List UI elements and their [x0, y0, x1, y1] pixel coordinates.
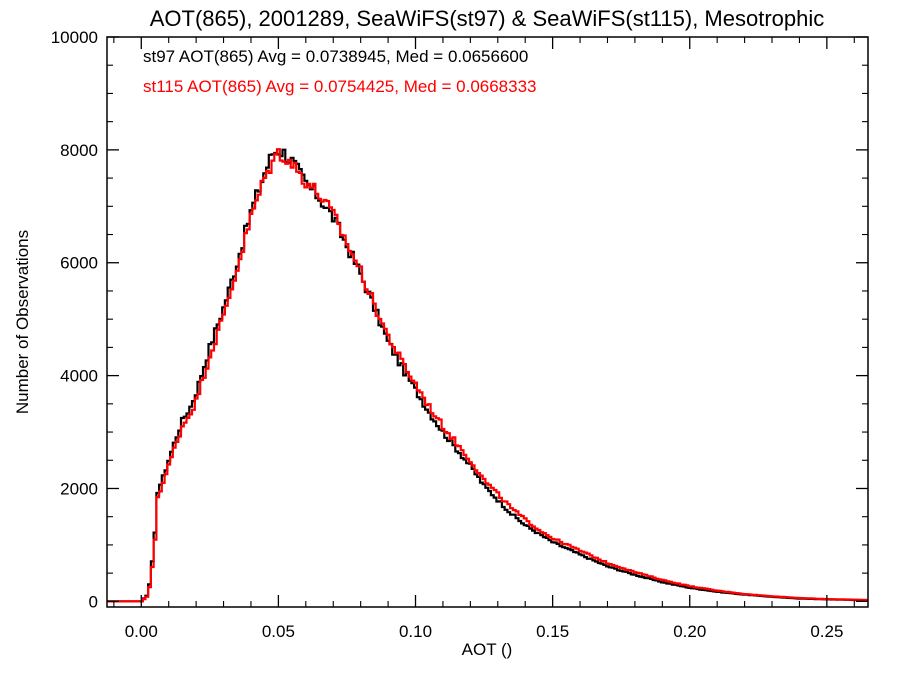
y-tick-label: 2000 — [60, 479, 98, 498]
y-tick-label: 10000 — [51, 28, 98, 47]
x-axis-label: AOT () — [462, 640, 513, 659]
x-tick-label: 0.20 — [673, 622, 706, 641]
y-tick-label: 8000 — [60, 141, 98, 160]
y-axis-label: Number of Observations — [13, 230, 32, 414]
x-tick-label: 0.15 — [536, 622, 569, 641]
st97-stats-text: st97 AOT(865) Avg = 0.0738945, Med = 0.0… — [143, 47, 528, 66]
x-tick-label: 0.25 — [810, 622, 843, 641]
x-tick-label: 0.05 — [262, 622, 295, 641]
plot-frame — [106, 36, 869, 608]
series-st115-line — [107, 148, 868, 603]
y-tick-label: 4000 — [60, 367, 98, 386]
y-tick-label: 6000 — [60, 254, 98, 273]
x-tick-label: 0.10 — [399, 622, 432, 641]
ticks-layer: 0.00 0.05 0.10 0.15 0.20 0.25 0 2000 4000 6000 800… — [51, 28, 868, 641]
y-tick-label: 0 — [89, 592, 98, 611]
chart-title: AOT(865), 2001289, SeaWiFS(st97) & SeaWi… — [150, 6, 825, 31]
x-tick-label: 0.00 — [125, 622, 158, 641]
series-layer — [107, 148, 868, 603]
st115-stats-text: st115 AOT(865) Avg = 0.0754425, Med = 0.… — [143, 77, 537, 96]
